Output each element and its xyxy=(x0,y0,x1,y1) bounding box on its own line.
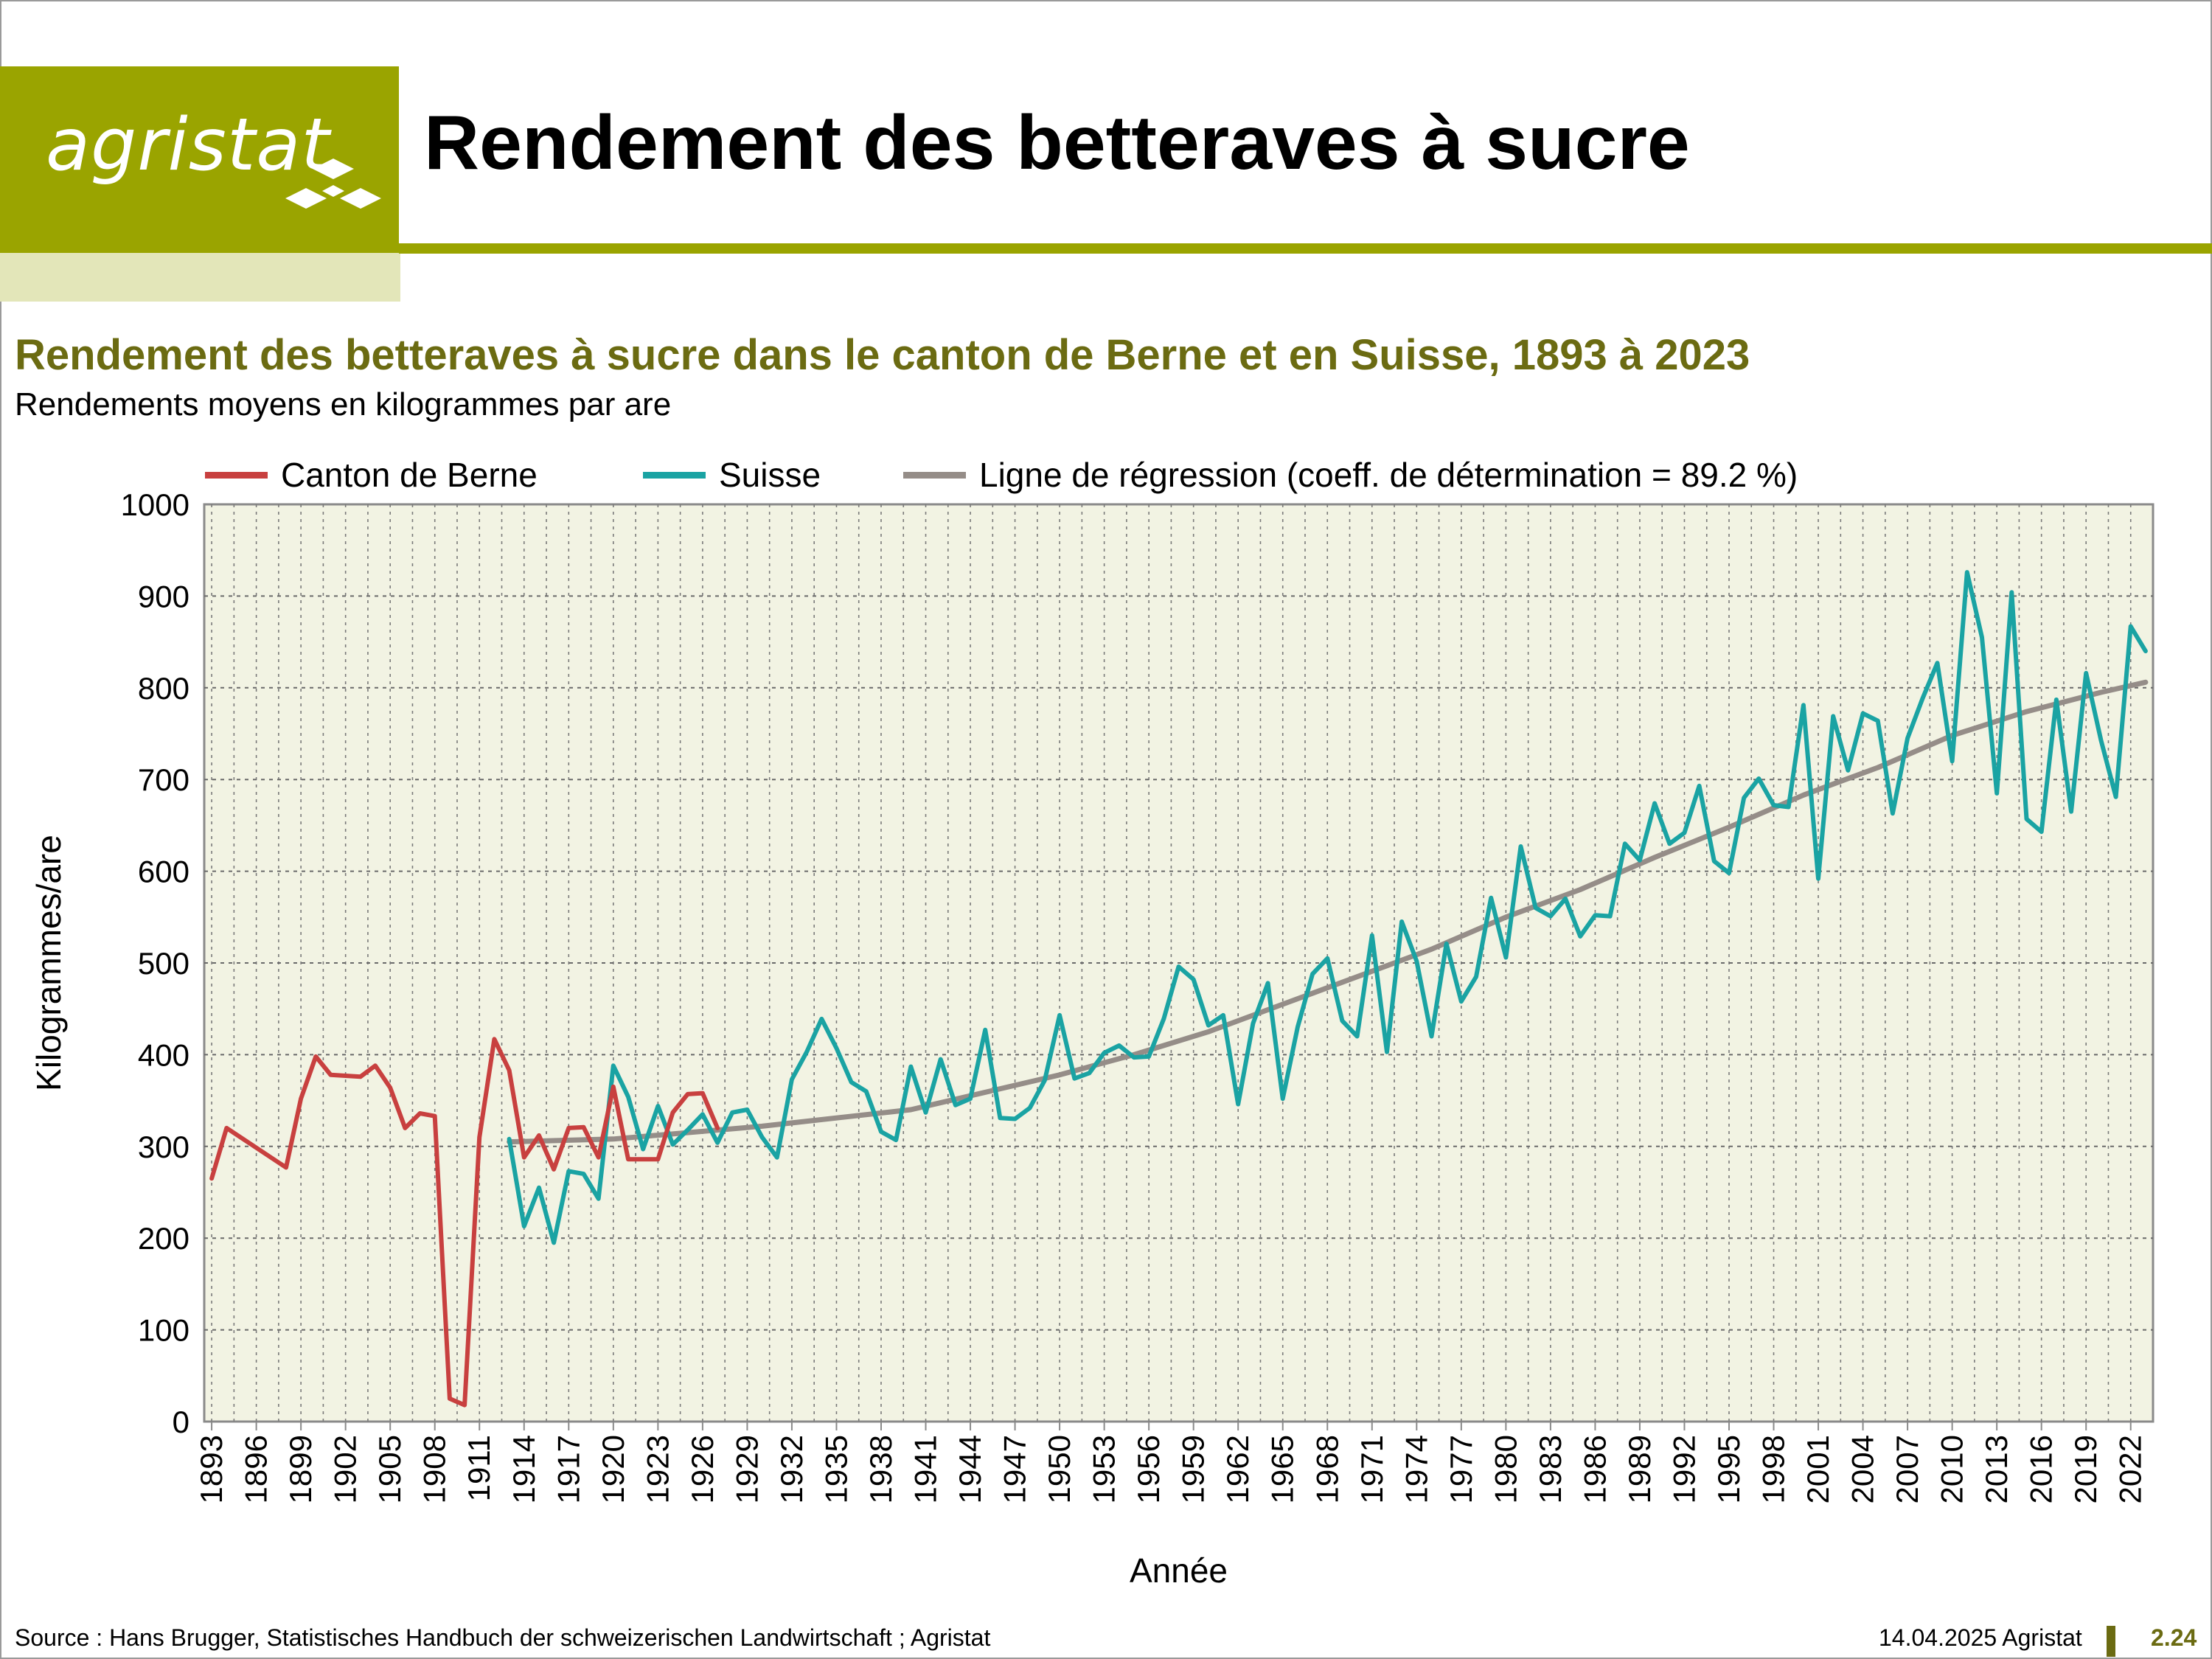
x-tick-label: 1977 xyxy=(1444,1435,1478,1503)
x-tick-label: 2019 xyxy=(2068,1435,2103,1503)
x-tick-label: 1893 xyxy=(194,1435,229,1503)
y-tick-label: 200 xyxy=(138,1221,189,1256)
x-tick-label: 1905 xyxy=(372,1435,407,1503)
y-tick-label: 0 xyxy=(173,1405,189,1439)
x-tick-label: 1971 xyxy=(1354,1435,1389,1503)
x-tick-label: 1947 xyxy=(998,1435,1032,1503)
x-tick-label: 2001 xyxy=(1801,1435,1835,1503)
x-tick-label: 1902 xyxy=(328,1435,363,1503)
x-tick-label: 1998 xyxy=(1756,1435,1791,1503)
x-tick-label: 1932 xyxy=(774,1435,809,1503)
x-tick-label: 1941 xyxy=(908,1435,943,1503)
x-tick-label: 1929 xyxy=(729,1435,764,1503)
x-tick-label: 2022 xyxy=(2113,1435,2148,1503)
x-tick-label: 1914 xyxy=(507,1435,541,1503)
logo-wordmark: agristat xyxy=(46,103,330,187)
x-tick-label: 1944 xyxy=(953,1435,987,1503)
x-tick-label: 2013 xyxy=(1979,1435,2014,1503)
x-tick-label: 1989 xyxy=(1622,1435,1657,1503)
legend-label-suisse: Suisse xyxy=(719,456,821,494)
legend-swatch-suisse xyxy=(643,471,706,479)
x-tick-label: 1896 xyxy=(239,1435,274,1503)
y-tick-label: 900 xyxy=(138,579,189,613)
x-tick-label: 1908 xyxy=(417,1435,452,1503)
series-line-berne xyxy=(209,1037,720,1408)
x-axis-title: Année xyxy=(1130,1551,1228,1590)
y-tick-label: 1000 xyxy=(121,487,189,522)
footer-source: Source : Hans Brugger, Statistisches Han… xyxy=(15,1624,991,1651)
legend-label-berne: Canton de Berne xyxy=(281,456,538,494)
chart-canvas: 0 100 200 300 400 500 600 700 800 900 1000 1893 1896… xyxy=(29,487,2154,1590)
y-tick-label: 100 xyxy=(138,1313,189,1348)
x-tick-label: 1950 xyxy=(1042,1435,1077,1503)
footer-divider xyxy=(2107,1626,2115,1657)
legend-item-berne: Canton de Berne xyxy=(205,453,538,497)
y-tick-label: 500 xyxy=(138,946,189,981)
x-tick-label: 1983 xyxy=(1533,1435,1568,1503)
y-tick-label: 700 xyxy=(138,762,189,797)
x-tick-label: 1968 xyxy=(1310,1435,1344,1503)
x-tick-label: 1995 xyxy=(1711,1435,1746,1503)
series-line-regression xyxy=(507,679,2149,1145)
y-tick-label: 600 xyxy=(138,855,189,889)
x-tick-label: 2016 xyxy=(2024,1435,2059,1503)
x-tick-label: 1917 xyxy=(551,1435,585,1503)
x-tick-label: 1923 xyxy=(640,1435,675,1503)
x-tick-label: 1953 xyxy=(1087,1435,1121,1503)
legend-item-suisse: Suisse xyxy=(643,453,821,497)
x-tick-label: 1962 xyxy=(1220,1435,1255,1503)
x-tick-label: 1899 xyxy=(283,1435,318,1503)
y-tick-label: 400 xyxy=(138,1037,189,1072)
x-tick-label: 1926 xyxy=(685,1435,720,1503)
x-tick-label: 1965 xyxy=(1265,1435,1300,1503)
x-tick-label: 2004 xyxy=(1846,1435,1880,1503)
legend-label-regression: Ligne de régression (coeff. de détermina… xyxy=(979,456,1798,494)
y-axis-title: Kilogrammes/are xyxy=(29,835,68,1091)
footer-date: 14.04.2025 Agristat xyxy=(1879,1624,2082,1651)
x-tick-label: 1986 xyxy=(1577,1435,1612,1503)
x-tick-label: 1935 xyxy=(818,1435,853,1503)
header-rule xyxy=(399,243,2212,254)
page-title: Rendement des betteraves à sucre xyxy=(424,100,1690,186)
legend-swatch-regression xyxy=(903,471,966,479)
x-tick-label: 2010 xyxy=(1935,1435,1969,1503)
y-tick-label: 800 xyxy=(138,671,189,706)
x-tick-label: 1974 xyxy=(1399,1435,1433,1503)
legend-item-regression: Ligne de régression (coeff. de détermina… xyxy=(903,453,1798,497)
x-tick-label: 1911 xyxy=(462,1435,496,1501)
x-tick-label: 1980 xyxy=(1488,1435,1523,1503)
chart-legend: Canton de Berne Suisse Ligne de régressi… xyxy=(0,453,2212,497)
footer-page-number: 2.24 xyxy=(2151,1624,2197,1651)
x-tick-label: 1920 xyxy=(596,1435,630,1503)
x-tick-label: 1992 xyxy=(1666,1435,1701,1503)
chart-subtitle: Rendements moyens en kilogrammes par are xyxy=(15,386,672,422)
x-tick-label: 1956 xyxy=(1131,1435,1166,1503)
logo-underlay xyxy=(0,253,400,302)
chart-title: Rendement des betteraves à sucre dans le… xyxy=(15,331,1750,379)
logo-diamond-icon xyxy=(285,159,381,209)
x-tick-label: 1938 xyxy=(863,1435,898,1503)
y-tick-label: 300 xyxy=(138,1130,189,1164)
legend-swatch-berne xyxy=(205,471,268,479)
x-tick-label: 1959 xyxy=(1176,1435,1211,1503)
x-tick-label: 2007 xyxy=(1890,1435,1924,1503)
